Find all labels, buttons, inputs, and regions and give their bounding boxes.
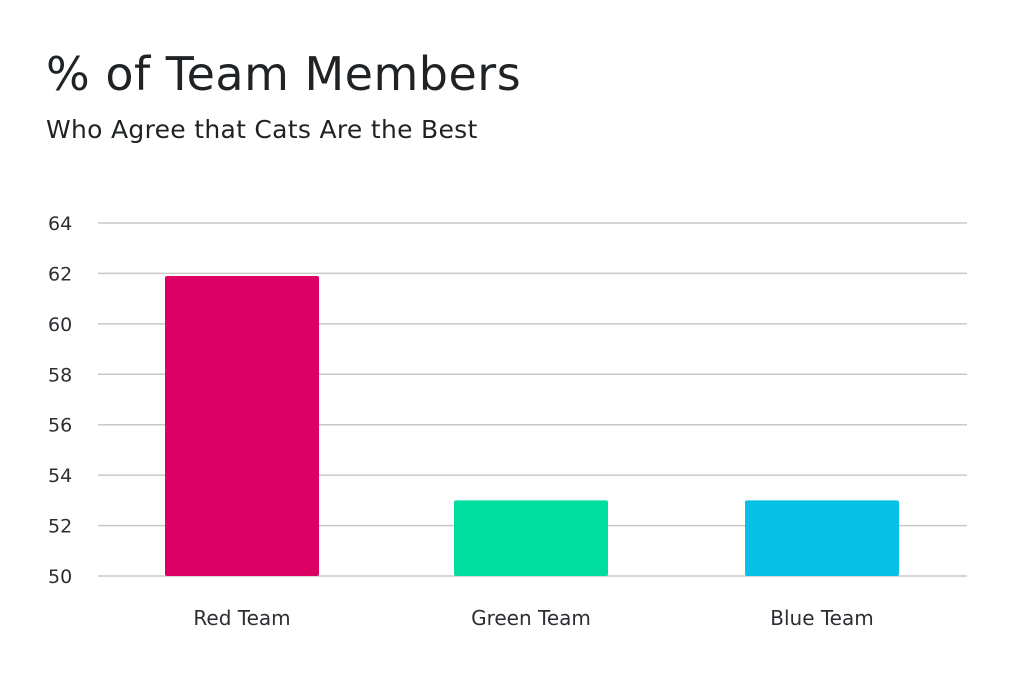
y-tick-label-62: 62 <box>48 263 72 285</box>
y-tick-label-58: 58 <box>48 364 72 386</box>
y-tick-label-50: 50 <box>48 566 72 588</box>
bars <box>165 275 899 576</box>
x-tick-label-green-team: Green Team <box>471 606 591 630</box>
y-tick-label-52: 52 <box>48 516 72 538</box>
y-tick-label-54: 54 <box>48 465 72 487</box>
x-tick-label-red-team: Red Team <box>193 606 290 630</box>
y-axis-ticks: 50 52 54 56 58 60 62 64 <box>48 213 72 588</box>
chart-title: % of Team Members <box>46 47 522 101</box>
y-tick-label-60: 60 <box>48 314 72 336</box>
y-tick-label-64: 64 <box>48 213 72 235</box>
y-tick-label-56: 56 <box>48 415 72 437</box>
bar-red-team <box>165 275 319 576</box>
x-tick-label-blue-team: Blue Team <box>770 606 873 630</box>
chart-subtitle: Who Agree that Cats Are the Best <box>46 115 478 144</box>
bar-green-team <box>454 500 608 576</box>
x-axis-labels: Red Team Green Team Blue Team <box>193 606 873 630</box>
bar-blue-team <box>745 500 899 576</box>
